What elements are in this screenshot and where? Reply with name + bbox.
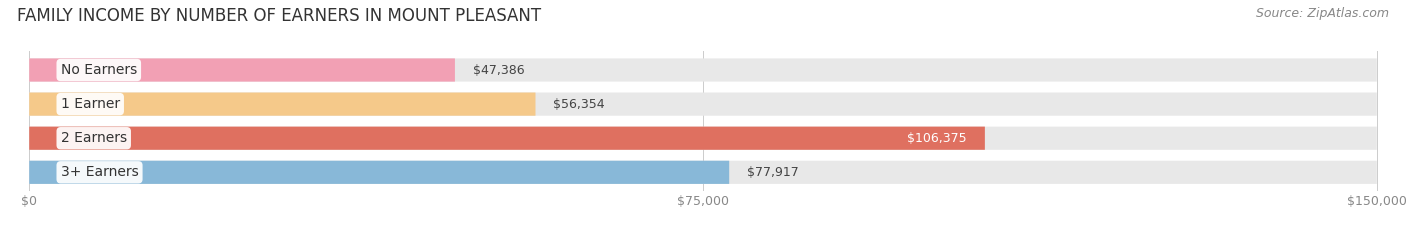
Text: $47,386: $47,386: [472, 64, 524, 76]
Text: $56,354: $56,354: [554, 98, 605, 111]
Text: No Earners: No Earners: [60, 63, 136, 77]
FancyBboxPatch shape: [30, 58, 456, 82]
FancyBboxPatch shape: [30, 127, 984, 150]
Text: 3+ Earners: 3+ Earners: [60, 165, 138, 179]
FancyBboxPatch shape: [30, 58, 1376, 82]
Text: 2 Earners: 2 Earners: [60, 131, 127, 145]
FancyBboxPatch shape: [30, 93, 1376, 116]
FancyBboxPatch shape: [30, 161, 1376, 184]
Text: FAMILY INCOME BY NUMBER OF EARNERS IN MOUNT PLEASANT: FAMILY INCOME BY NUMBER OF EARNERS IN MO…: [17, 7, 541, 25]
Text: $77,917: $77,917: [747, 166, 799, 179]
FancyBboxPatch shape: [30, 161, 730, 184]
Text: 1 Earner: 1 Earner: [60, 97, 120, 111]
Text: Source: ZipAtlas.com: Source: ZipAtlas.com: [1256, 7, 1389, 20]
Text: $106,375: $106,375: [907, 132, 967, 145]
FancyBboxPatch shape: [30, 127, 1376, 150]
FancyBboxPatch shape: [30, 93, 536, 116]
